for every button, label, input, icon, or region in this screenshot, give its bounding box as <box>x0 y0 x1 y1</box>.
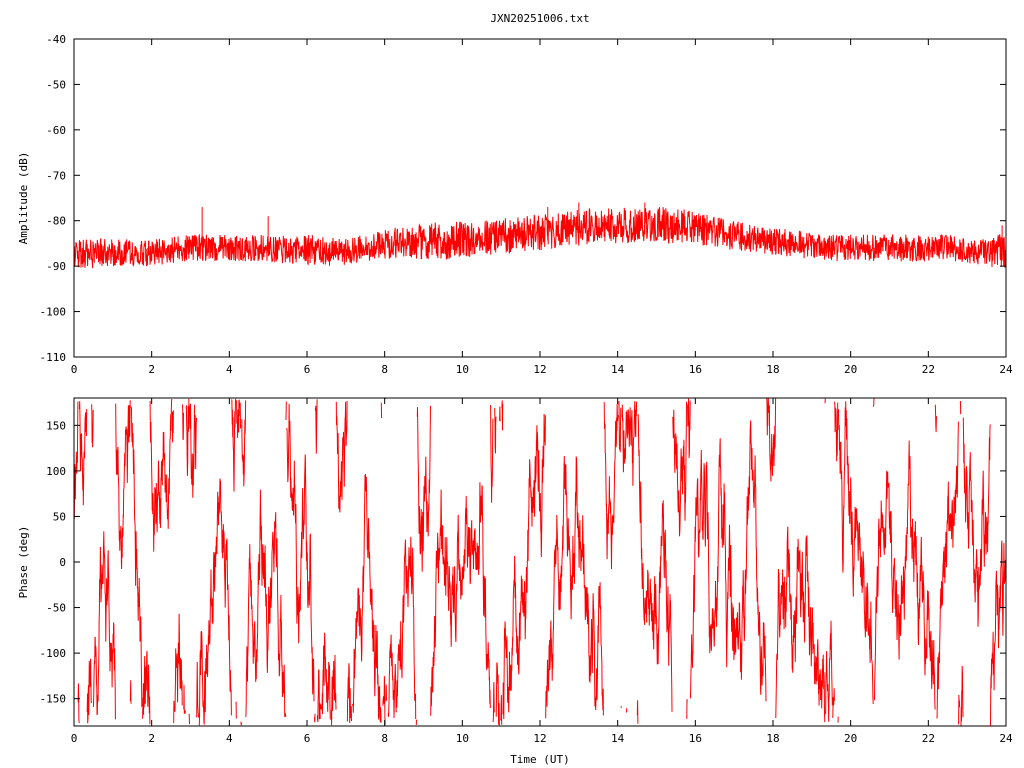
amplitude-ticks: 0 2 4 6 8 10 12 14 16 18 20 22 24-40-50-60-70-80-90-… <box>40 33 1013 376</box>
ph-y-tick-label: 100 <box>46 465 66 478</box>
ph-y-tick-label: 150 <box>46 419 66 432</box>
amp-x-tick-label: 14 <box>611 363 625 376</box>
ph-x-tick-label: 10 <box>456 732 469 745</box>
amp-x-tick-label: 4 <box>226 363 233 376</box>
amp-y-tick-label: -60 <box>46 124 66 137</box>
amp-x-tick-label: 6 <box>304 363 311 376</box>
ph-y-tick-label: 50 <box>53 510 66 523</box>
phase-panel: Phase (deg) 0 2 4 6 8 10 12 14 16 18 20 22 241501005… <box>17 397 1013 766</box>
ph-x-tick-label: 4 <box>226 732 233 745</box>
amplitude-series-line <box>73 207 1007 269</box>
amp-x-tick-label: 16 <box>689 363 702 376</box>
ph-x-tick-label: 22 <box>922 732 935 745</box>
amp-y-tick-label: -80 <box>46 215 66 228</box>
phase-series <box>73 398 1007 726</box>
ph-x-tick-label: 8 <box>381 732 388 745</box>
phase-x-label: Time (UT) <box>510 753 570 766</box>
ph-y-tick-label: 0 <box>59 556 66 569</box>
amp-x-tick-label: 24 <box>999 363 1013 376</box>
ph-x-tick-label: 12 <box>533 732 546 745</box>
amp-y-tick-label: -40 <box>46 33 66 46</box>
amp-y-tick-label: -90 <box>46 260 66 273</box>
ph-y-tick-label: -50 <box>46 602 66 615</box>
amplitude-y-label: Amplitude (dB) <box>17 152 30 245</box>
amp-y-tick-label: -100 <box>40 306 67 319</box>
ph-x-tick-label: 16 <box>689 732 702 745</box>
ph-x-tick-label: 0 <box>71 732 78 745</box>
ph-x-tick-label: 20 <box>844 732 857 745</box>
ph-x-tick-label: 6 <box>304 732 311 745</box>
ph-y-tick-label: -100 <box>40 647 67 660</box>
amplitude-series <box>73 202 1007 269</box>
amp-x-tick-label: 10 <box>456 363 469 376</box>
amp-x-tick-label: 0 <box>71 363 78 376</box>
phase-y-label: Phase (deg) <box>17 526 30 599</box>
chart-title: JXN20251006.txt <box>490 12 589 25</box>
amplitude-panel: Amplitude (dB) 0 2 4 6 8 10 12 14 16 18 20 22 24-40-… <box>17 33 1013 376</box>
amp-y-tick-label: -50 <box>46 78 66 91</box>
amp-y-tick-label: -70 <box>46 169 66 182</box>
amp-x-tick-label: 18 <box>766 363 779 376</box>
ph-y-tick-label: -150 <box>40 693 67 706</box>
amp-x-tick-label: 2 <box>148 363 155 376</box>
amp-y-tick-label: -110 <box>40 351 67 364</box>
phase-series-line <box>73 398 1007 726</box>
ph-x-tick-label: 2 <box>148 732 155 745</box>
phase-ticks: 0 2 4 6 8 10 12 14 16 18 20 22 24150100500-50-100-15… <box>40 398 1013 745</box>
ph-x-tick-label: 18 <box>766 732 779 745</box>
amp-x-tick-label: 22 <box>922 363 935 376</box>
amp-x-tick-label: 20 <box>844 363 857 376</box>
amplitude-plot-frame <box>73 38 1007 358</box>
ph-x-tick-label: 24 <box>999 732 1013 745</box>
phase-plot-frame <box>73 397 1007 727</box>
ph-x-tick-label: 14 <box>611 732 625 745</box>
amp-x-tick-label: 12 <box>533 363 546 376</box>
amp-x-tick-label: 8 <box>381 363 388 376</box>
